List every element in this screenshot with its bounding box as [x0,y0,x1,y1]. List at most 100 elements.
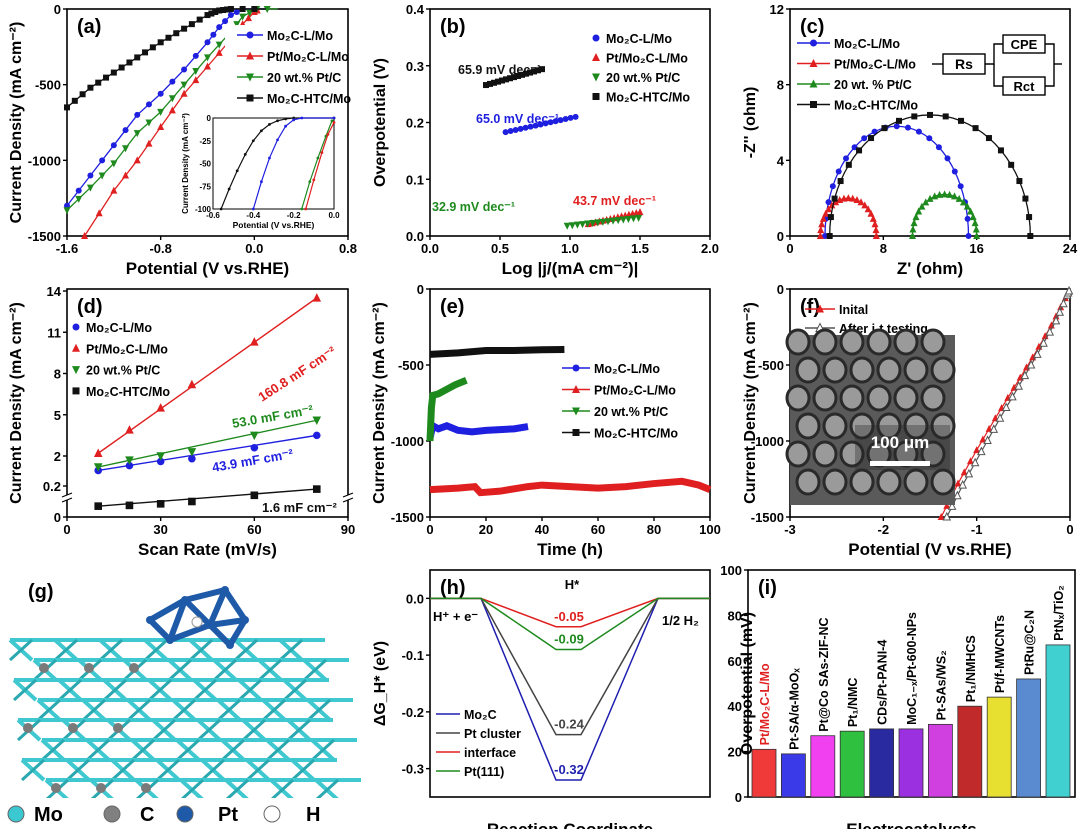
lattice-bond [143,638,169,662]
marker-circle [822,233,828,239]
marker-square [985,135,992,142]
marker-triangle-open [995,413,1005,422]
sem-particle [920,328,946,356]
marker-square [181,25,188,32]
marker-triangle-up [971,219,979,227]
marker-triangle-up [156,403,165,412]
y-tick-label: 4 [777,153,785,168]
inset-frame [212,117,335,210]
marker-triangle-open [1001,402,1011,412]
marker-triangle-open [1055,307,1065,316]
sem-particle [849,468,875,496]
marker-triangle-down [110,160,118,168]
pt-bond [148,597,187,623]
marker-triangle-open [1064,285,1074,295]
legend-label: Mo₂C-L/Mo [834,37,900,51]
marker-triangle-up [816,232,824,239]
h-atom [191,616,203,628]
marker-triangle-up [857,198,865,206]
lattice-bond [85,738,111,762]
y-tick-label: 11 [47,325,61,340]
sem-particle [903,356,929,384]
marker-triangle-up [1022,363,1030,371]
marker-triangle-down [122,145,130,153]
x-tick-label: 90 [341,522,355,537]
marker-square [216,7,223,14]
marker-triangle-up [192,76,200,84]
bar [751,748,777,798]
marker-triangle-up [95,209,103,217]
marker-triangle-up [145,139,153,147]
marker-triangle-up [915,207,923,215]
pt-atom [221,586,229,594]
marker-circle [169,78,176,85]
marker-square [246,94,254,102]
bar-category-label: Pt₁/NMC [846,678,860,728]
marker-square [515,72,521,79]
marker-square [71,97,78,104]
legend-label: Pt cluster [464,727,521,741]
marker-square [118,64,125,71]
marker-triangle-down [180,81,188,89]
marker-triangle-down [133,130,141,138]
marker-square [810,101,817,108]
lattice-bond [269,778,295,802]
inset-x-tick-label: -0.4 [246,211,260,220]
marker-triangle-up [636,208,644,216]
marker-triangle-up [215,48,223,56]
stability-trace [429,345,565,358]
sem-particle [849,412,875,440]
marker-triangle-down [204,54,211,62]
bar-category-label: Pt/f-MWCNTs [993,615,1007,693]
marker-triangle-open [1051,315,1061,325]
x-tick-label: -1 [971,522,983,537]
capacitance-label: 53.0 mF cm⁻² [231,402,315,431]
stability-trace [426,376,468,442]
lattice-bond [65,758,91,782]
marker-triangle-down [573,221,581,229]
y-tick-label: -500 [35,78,61,93]
marker-square [142,49,149,56]
marker-square [204,12,211,19]
y-axis-label: -Z'' (ohm) [742,87,759,159]
marker-triangle-open [1033,349,1042,358]
inset-marker [235,169,239,173]
axis-break-mark [342,497,354,503]
y-axis-label: ΔG_H* (eV) [372,641,389,726]
y-tick-label: -1500 [28,229,61,244]
marker-triangle-down [157,108,165,116]
marker-triangle-up [922,198,930,206]
legend-label: Pt/Mo₂C-L/Mo [834,58,916,72]
marker-square [250,491,259,500]
inset-marker [308,180,312,184]
marker-triangle-open [1020,370,1030,380]
marker-triangle-up [125,425,134,434]
marker-triangle-down [250,431,259,441]
bar [781,753,806,798]
y-tick-label: 0 [417,282,424,297]
y-tick-label: -500 [758,358,784,373]
marker-circle [957,183,964,190]
marker-square [312,485,321,493]
lattice-bond [314,778,340,802]
bar [928,723,953,798]
marker-square [483,82,489,89]
legend-label: Mo₂C-HTC/Mo [594,427,678,441]
marker-triangle-up [867,209,875,217]
marker-circle [567,114,574,121]
inset-marker [219,207,223,211]
inset-x-tick-label: -0.2 [287,211,301,220]
legend-label: Mo₂C-L/Mo [267,29,333,43]
marker-circle [216,24,223,31]
marker-circle [522,124,529,131]
marker-square [531,68,537,75]
legend-atom-label: C [140,804,154,826]
marker-circle [75,187,82,194]
marker-triangle-down [594,219,602,227]
inset-marker [312,178,316,182]
lattice-bond [216,698,242,722]
marker-triangle-down [584,220,592,228]
marker-triangle-up [926,194,934,202]
marker-circle [825,199,832,206]
inset-marker [276,119,279,123]
